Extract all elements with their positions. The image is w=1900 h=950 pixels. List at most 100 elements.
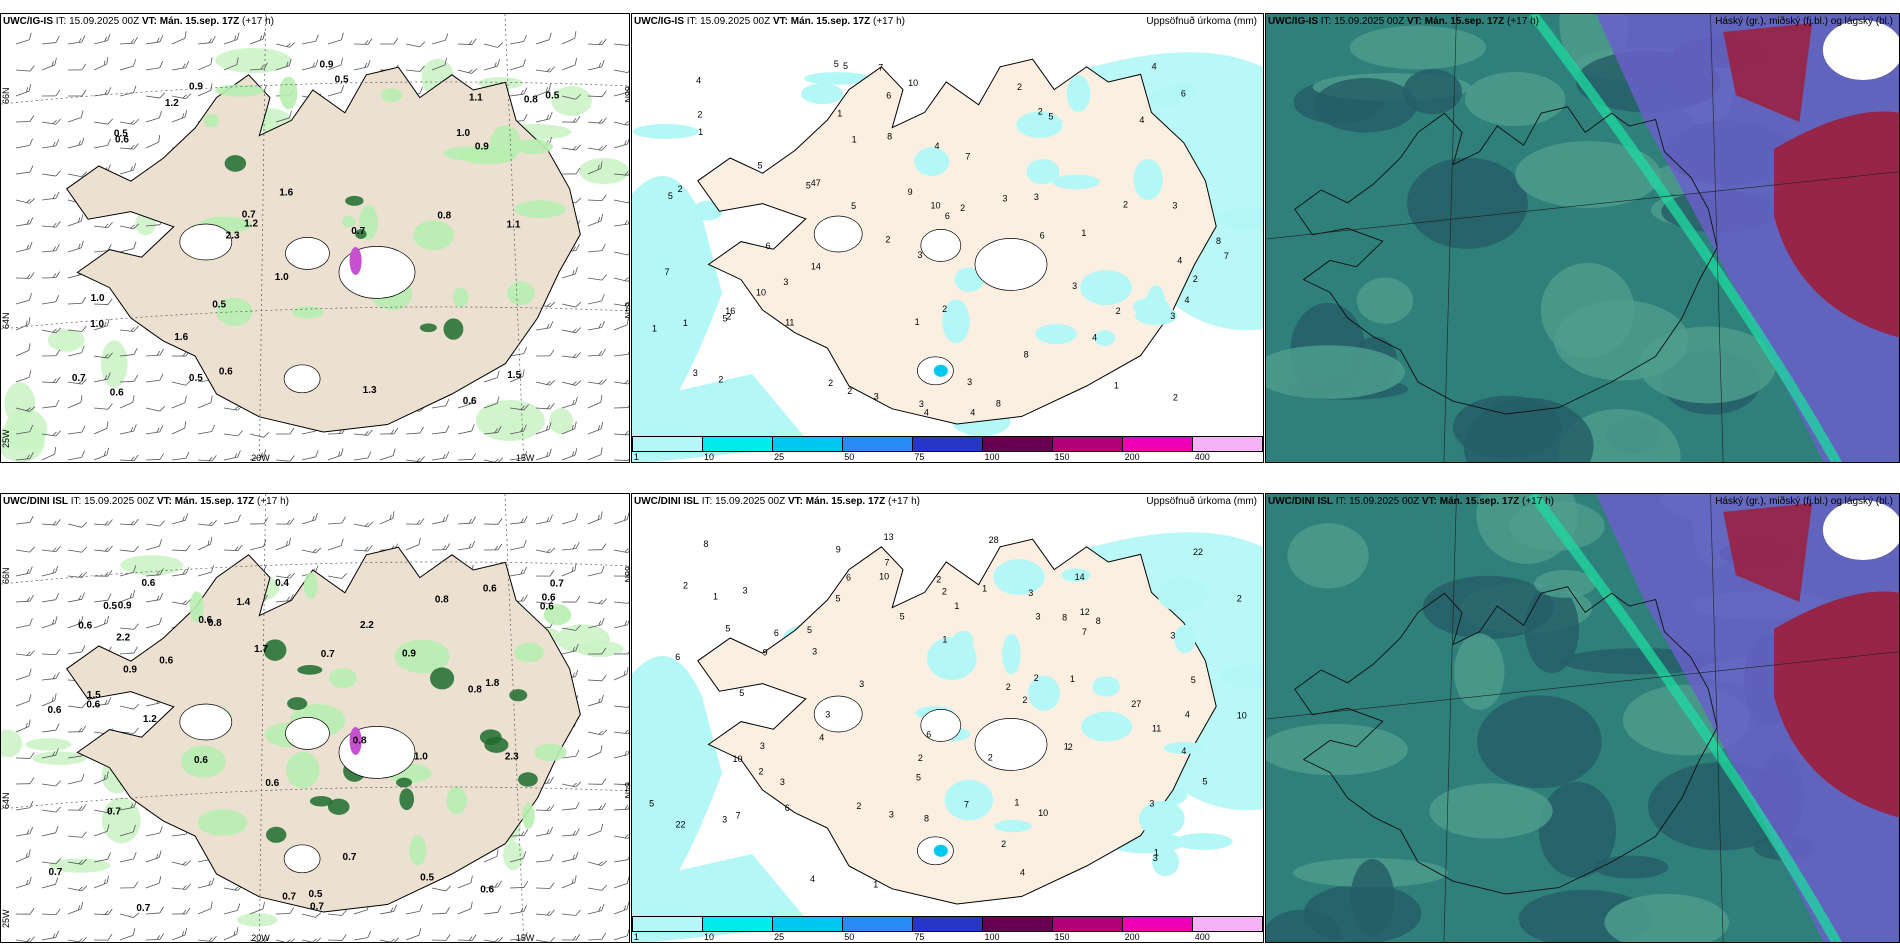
precip-amount-label: 3 (1034, 192, 1039, 202)
precip-amount-label: 1 (652, 323, 657, 333)
wind-barb (93, 118, 114, 125)
precip-amount-label: 16 (725, 306, 735, 316)
wind-barb (431, 934, 451, 941)
lon-label: 25W (1, 429, 11, 448)
precip-amount-label: 2 (1038, 106, 1043, 116)
wind-barb (587, 294, 605, 305)
wind-barb (93, 933, 113, 941)
precip-amount-label: 3 (859, 679, 864, 689)
wind-barb (15, 936, 35, 942)
wind-barb (15, 343, 31, 357)
precip-amount-label: 8 (1216, 236, 1221, 246)
precip-amount-label: 7 (1082, 627, 1087, 637)
wind-barb (93, 593, 112, 603)
wind-barb (171, 31, 187, 45)
wind-barb (561, 31, 577, 45)
wind-barb (613, 617, 629, 629)
wind-barb (587, 59, 605, 71)
wind-barb (15, 272, 35, 279)
wind-barb (41, 221, 61, 228)
lon-label: 20W (251, 453, 270, 463)
precip-amount-label: 3 (1149, 799, 1154, 809)
wind-barb (41, 908, 61, 916)
wind-barb (587, 161, 603, 175)
wind-barb (353, 521, 374, 528)
colorbar-swatch (843, 437, 913, 451)
wind-barb (483, 880, 502, 889)
precip-amount-label: 5 (1191, 675, 1196, 685)
wind-barb (171, 60, 190, 71)
precip-amount-label: 7 (964, 799, 969, 809)
precip-amount-label: 5 (806, 180, 811, 190)
precip-value-label: 1.6 (279, 187, 293, 198)
wind-barb (93, 807, 114, 814)
wind-barb (483, 936, 504, 942)
wind-barb (145, 592, 164, 603)
wind-barb (327, 934, 347, 941)
wind-barb (93, 570, 113, 577)
wind-barb (327, 448, 344, 461)
precip-value-label: 0.6 (198, 615, 212, 626)
wind-barb (457, 38, 477, 45)
wind-barb (41, 930, 59, 941)
wind-barb (587, 194, 607, 202)
wind-barb (301, 512, 318, 525)
wind-barb (15, 241, 33, 253)
precip-amount-label: 2 (726, 312, 731, 322)
wind-barb (275, 455, 295, 462)
wind-barb (15, 546, 35, 553)
precip-amount-label: 3 (1172, 201, 1177, 211)
precip-amount-label: 1 (915, 317, 920, 327)
wind-barb (431, 885, 452, 892)
wind-barb (93, 33, 111, 45)
precip-amount-label: 5 (1048, 112, 1053, 122)
wind-barb (587, 803, 607, 811)
wind-barb (561, 749, 580, 759)
wind-barb (613, 802, 629, 811)
wind-barb (587, 565, 605, 577)
precip-amount-label: 5 (834, 59, 839, 69)
precip-amount-label: 14 (811, 262, 821, 272)
wind-barb (457, 68, 478, 74)
precip-amount-label: 5 (807, 625, 812, 635)
wind-barb (483, 543, 503, 551)
wind-barb (587, 117, 607, 124)
precip-value-label: 1.0 (456, 128, 470, 139)
precip-amount-label: 2 (960, 203, 965, 213)
lat-label: 64N (1, 312, 11, 329)
wind-barb (327, 57, 344, 71)
wind-barb (613, 429, 629, 436)
wind-barb (587, 729, 608, 736)
precip-amount-label: 1 (982, 583, 987, 593)
precip-amount-label: 1 (954, 601, 959, 611)
wind-barb (171, 110, 188, 123)
lat-label: 66N (623, 566, 630, 583)
precip-amount-label: 8 (703, 539, 708, 549)
precip-amount-label: 1 (713, 591, 718, 601)
precip-value-label: 0.7 (343, 852, 357, 863)
precip-value-label: 0.9 (123, 664, 137, 675)
wind-barb (613, 300, 629, 307)
wind-barb (197, 519, 217, 527)
wind-barb (587, 213, 604, 227)
wind-barb (431, 906, 451, 915)
wind-barb (431, 399, 450, 409)
wind-barb (197, 901, 213, 915)
wind-barb (41, 327, 62, 334)
wind-barb (587, 244, 606, 253)
precip-amount-label: 4 (924, 408, 929, 418)
precip-value-label: 0.9 (320, 59, 334, 70)
wind-barb (41, 519, 61, 526)
precip-value-label: 0.5 (420, 872, 434, 883)
wind-barb (587, 90, 607, 98)
wind-barb (15, 876, 32, 889)
precip-colorbar: 1 10 25 50 75 100 150 200 400 (632, 436, 1263, 462)
wind-barb (145, 405, 166, 412)
colorbar-swatch (983, 437, 1053, 451)
wind-barb (561, 116, 581, 123)
wind-barb (41, 748, 59, 759)
wind-barb (301, 912, 322, 918)
wind-barb (561, 301, 582, 308)
precip-amount-label: 3 (693, 368, 698, 378)
precip-amount-label: 4 (1184, 295, 1189, 305)
